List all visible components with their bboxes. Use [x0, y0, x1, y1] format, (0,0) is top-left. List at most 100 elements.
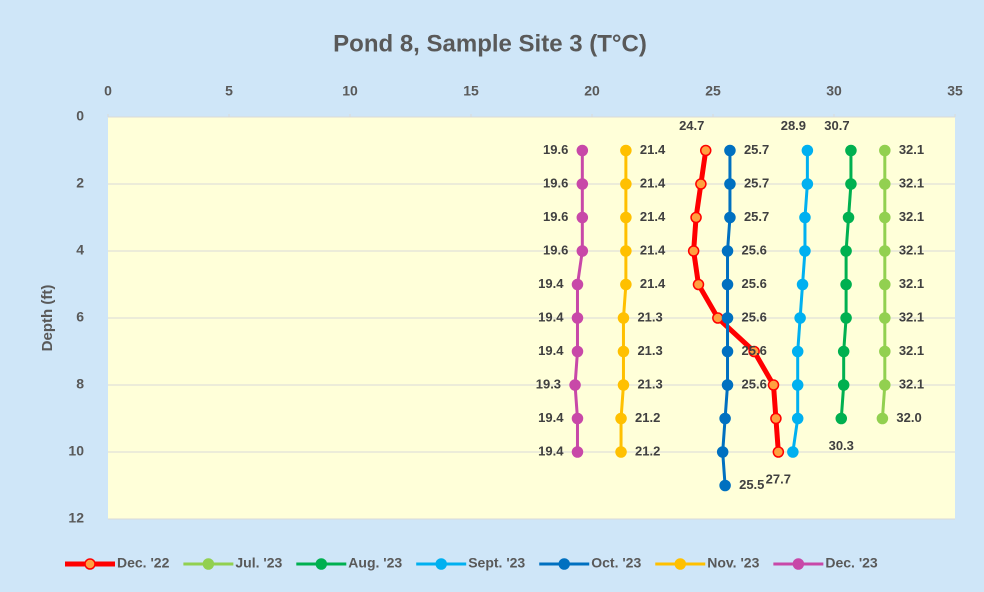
data-point	[699, 144, 712, 157]
data-label: 19.6	[543, 142, 568, 157]
data-point	[576, 144, 589, 157]
data-label: 32.1	[899, 343, 924, 358]
data-label: 21.4	[640, 142, 666, 157]
y-tick-label: 10	[68, 443, 84, 459]
legend-marker	[792, 558, 805, 570]
x-tick-label: 0	[104, 83, 112, 99]
data-point	[620, 245, 632, 257]
data-point	[840, 312, 852, 324]
legend-marker	[84, 558, 96, 570]
data-label: 25.6	[742, 276, 767, 291]
data-point	[787, 446, 799, 458]
legend-label: Oct. '23	[591, 555, 641, 571]
x-tick-label: 15	[463, 83, 479, 99]
data-label: 21.4	[640, 276, 666, 291]
data-label: 21.4	[640, 242, 666, 257]
legend-label: Sept. '23	[468, 555, 525, 571]
y-tick-label: 2	[76, 175, 84, 191]
data-label: 21.2	[635, 410, 660, 425]
legend-marker	[202, 558, 215, 570]
data-point	[615, 412, 627, 425]
data-point	[840, 278, 852, 291]
data-point	[571, 278, 584, 291]
data-label: 19.4	[538, 276, 564, 291]
data-label: 25.6	[742, 309, 767, 324]
data-point	[571, 446, 584, 458]
data-point	[879, 278, 891, 291]
series-line	[573, 150, 584, 452]
data-point	[724, 178, 736, 190]
legend-label: Jul. '23	[235, 555, 282, 571]
data-point	[716, 446, 729, 458]
y-tick-label: 0	[76, 108, 84, 124]
data-point	[845, 144, 857, 157]
data-point	[842, 211, 855, 224]
data-point	[692, 278, 705, 291]
data-label: 19.4	[538, 443, 564, 458]
data-label: 25.7	[744, 209, 769, 224]
data-point	[772, 446, 785, 458]
data-label: 24.7	[679, 118, 704, 133]
data-label: 27.7	[766, 471, 791, 486]
x-tick-label: 30	[826, 83, 842, 99]
data-point	[695, 178, 707, 190]
legend-marker	[315, 558, 328, 570]
data-point	[690, 211, 702, 224]
data-point	[879, 211, 891, 224]
x-tick-label: 5	[225, 83, 233, 99]
data-label: 19.4	[538, 343, 564, 358]
legend-marker	[435, 558, 447, 570]
y-axis-title: Depth (ft)	[39, 285, 56, 352]
data-label: 32.0	[896, 410, 921, 425]
data-point	[796, 278, 809, 291]
data-point	[799, 245, 811, 257]
data-point	[576, 211, 589, 224]
x-tick-label: 25	[705, 83, 721, 99]
data-point	[620, 178, 632, 190]
data-point	[835, 412, 848, 425]
data-point	[724, 144, 736, 157]
data-label: 32.1	[899, 142, 924, 157]
data-point	[791, 345, 804, 358]
data-label: 25.6	[742, 242, 767, 257]
chart-title: Pond 8, Sample Site 3 (T°C)	[333, 30, 647, 57]
data-label: 32.1	[899, 309, 924, 324]
y-tick-label: 4	[76, 242, 84, 258]
data-point	[879, 144, 891, 157]
x-tick-label: 35	[947, 83, 963, 99]
data-point	[719, 412, 731, 425]
data-point	[879, 312, 891, 324]
data-label: 30.3	[829, 438, 854, 453]
data-point	[748, 345, 760, 358]
data-point	[840, 245, 852, 257]
data-label: 32.1	[899, 376, 924, 391]
data-label: 25.6	[742, 343, 767, 358]
data-point	[791, 412, 804, 425]
series-line	[691, 150, 781, 453]
data-label: 32.1	[899, 209, 924, 224]
legend-label: Aug. '23	[348, 555, 402, 571]
data-label: 25.5	[739, 477, 764, 492]
data-point	[770, 412, 782, 425]
data-point	[721, 345, 734, 358]
data-label: 19.6	[543, 242, 568, 257]
data-label: 28.9	[781, 118, 806, 133]
data-label: 19.6	[543, 175, 568, 190]
data-label: 21.3	[637, 376, 662, 391]
data-label: 30.7	[824, 118, 849, 133]
data-point	[879, 178, 891, 190]
data-point	[721, 379, 734, 391]
data-label: 32.1	[899, 175, 924, 190]
series-line	[619, 150, 628, 452]
data-point	[571, 345, 584, 358]
data-point	[791, 379, 804, 391]
data-point	[721, 278, 734, 291]
data-point	[876, 412, 889, 425]
data-point	[721, 245, 734, 257]
data-label: 19.3	[536, 376, 561, 391]
data-label: 25.6	[742, 376, 767, 391]
data-point	[576, 178, 589, 190]
y-tick-label: 6	[76, 309, 84, 325]
data-point	[879, 245, 891, 257]
data-point	[879, 379, 891, 391]
